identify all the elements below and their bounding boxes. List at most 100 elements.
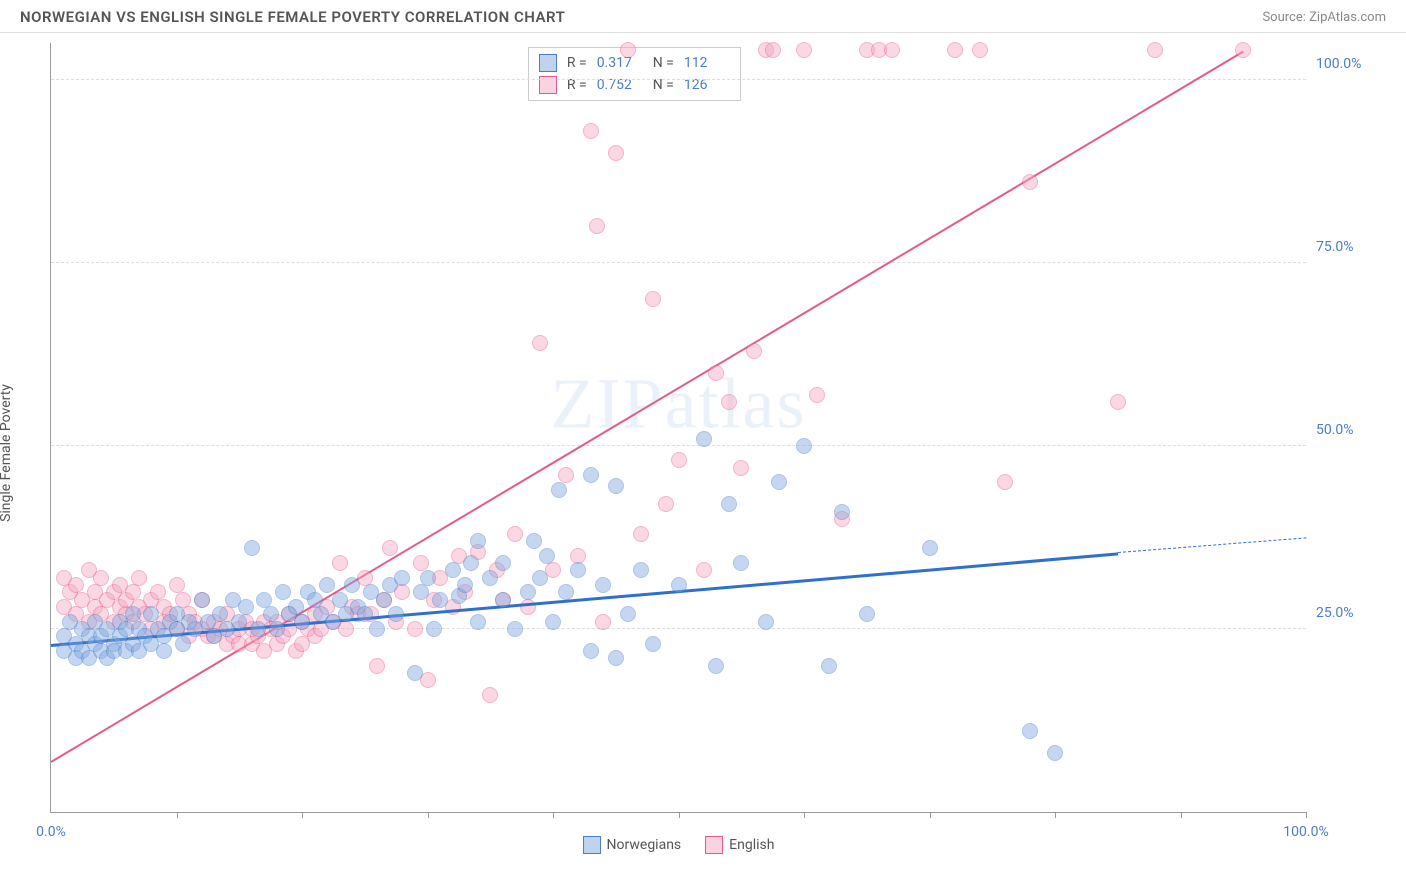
scatter-point <box>520 584 536 600</box>
scatter-point <box>388 606 404 622</box>
scatter-point <box>382 540 398 556</box>
scatter-point <box>169 577 185 593</box>
trend-line <box>50 50 1243 762</box>
scatter-point <box>376 592 392 608</box>
scatter-point <box>746 343 762 359</box>
scatter-point <box>1147 42 1163 58</box>
trend-line-dashed <box>1118 537 1306 553</box>
gridline <box>51 79 1306 80</box>
x-tick-label: 100.0% <box>1283 824 1328 840</box>
scatter-point <box>432 592 448 608</box>
scatter-point <box>407 665 423 681</box>
scatter-point <box>332 592 348 608</box>
scatter-point <box>608 650 624 666</box>
scatter-point <box>93 570 109 586</box>
scatter-point <box>212 606 228 622</box>
legend-swatch <box>539 54 557 72</box>
scatter-point <box>413 584 429 600</box>
scatter-point <box>357 606 373 622</box>
scatter-point <box>457 577 473 593</box>
scatter-point <box>721 394 737 410</box>
x-tick <box>302 812 303 818</box>
scatter-point <box>495 592 511 608</box>
scatter-point <box>834 504 850 520</box>
x-tick <box>1055 812 1056 818</box>
scatter-point <box>250 621 266 637</box>
scatter-point <box>526 533 542 549</box>
scatter-point <box>532 335 548 351</box>
plot-area: ZIPatlas R =0.317N =112R =0.752N =126 No… <box>50 43 1306 813</box>
scatter-point <box>633 526 649 542</box>
scatter-point <box>796 42 812 58</box>
scatter-point <box>532 570 548 586</box>
scatter-point <box>394 570 410 586</box>
scatter-point <box>307 592 323 608</box>
legend-swatch <box>583 836 601 854</box>
scatter-point <box>608 478 624 494</box>
legend-item: Norwegians <box>583 836 682 854</box>
scatter-point <box>595 614 611 630</box>
scatter-point <box>1022 174 1038 190</box>
scatter-point <box>809 387 825 403</box>
scatter-point <box>922 540 938 556</box>
x-tick <box>1181 812 1182 818</box>
scatter-point <box>821 658 837 674</box>
x-tick <box>930 812 931 818</box>
scatter-point <box>470 533 486 549</box>
n-label: N = <box>653 55 674 71</box>
scatter-point <box>558 584 574 600</box>
scatter-point <box>175 636 191 652</box>
x-tick <box>428 812 429 818</box>
scatter-point <box>420 570 436 586</box>
header: NORWEGIAN VS ENGLISH SINGLE FEMALE POVER… <box>0 0 1406 33</box>
scatter-point <box>708 658 724 674</box>
y-tick-label: 50.0% <box>1316 422 1376 438</box>
scatter-point <box>238 599 254 615</box>
scatter-point <box>997 474 1013 490</box>
source-label: Source: <box>1262 10 1305 25</box>
scatter-point <box>125 606 141 622</box>
scatter-point <box>175 592 191 608</box>
scatter-point <box>520 599 536 615</box>
scatter-point <box>765 42 781 58</box>
scatter-point <box>445 562 461 578</box>
scatter-point <box>1022 723 1038 739</box>
scatter-point <box>463 555 479 571</box>
scatter-point <box>256 592 272 608</box>
scatter-point <box>1047 745 1063 761</box>
scatter-point <box>583 643 599 659</box>
n-value: 112 <box>684 55 730 71</box>
scatter-point <box>482 687 498 703</box>
scatter-point <box>244 540 260 556</box>
scatter-point <box>583 467 599 483</box>
scatter-point <box>671 577 687 593</box>
scatter-point <box>558 467 574 483</box>
scatter-point <box>143 606 159 622</box>
scatter-point <box>344 577 360 593</box>
source-link[interactable]: ZipAtlas.com <box>1309 10 1386 25</box>
legend-label: English <box>729 837 774 853</box>
scatter-point <box>482 570 498 586</box>
scatter-point <box>589 218 605 234</box>
scatter-point <box>407 621 423 637</box>
scatter-point <box>507 621 523 637</box>
scatter-point <box>633 562 649 578</box>
scatter-point <box>125 584 141 600</box>
r-value: 0.317 <box>597 55 643 71</box>
scatter-point <box>269 621 285 637</box>
scatter-point <box>150 584 166 600</box>
scatter-point <box>884 42 900 58</box>
bottom-legend: Norwegians English <box>583 836 775 854</box>
scatter-point <box>696 431 712 447</box>
x-tick <box>1306 812 1307 818</box>
scatter-point <box>1110 394 1126 410</box>
scatter-point <box>294 614 310 630</box>
scatter-point <box>288 599 304 615</box>
y-tick-label: 25.0% <box>1316 605 1376 621</box>
scatter-point <box>696 562 712 578</box>
x-tick <box>804 812 805 818</box>
scatter-point <box>972 42 988 58</box>
scatter-point <box>426 621 442 637</box>
scatter-point <box>551 482 567 498</box>
scatter-point <box>131 570 147 586</box>
